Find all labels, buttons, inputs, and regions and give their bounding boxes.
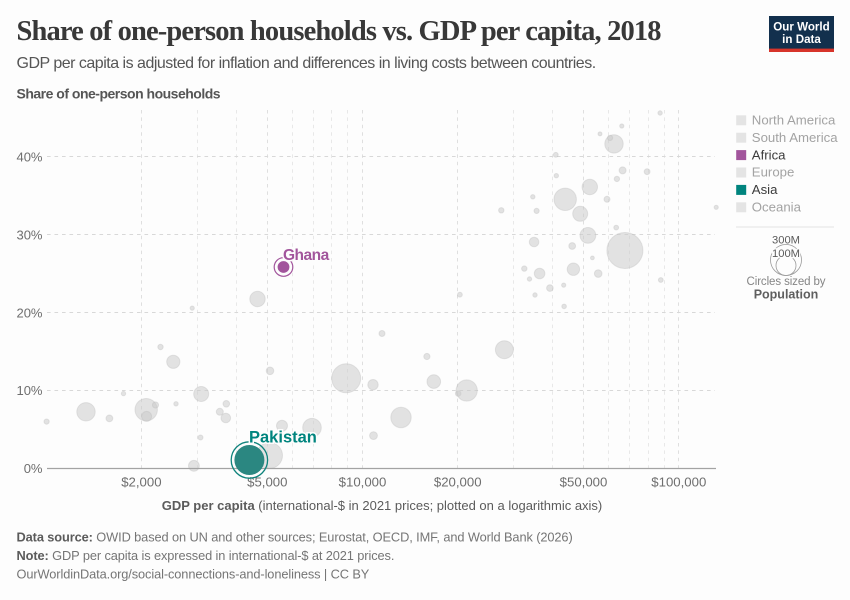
svg-text:Europe: Europe <box>752 165 795 180</box>
svg-text:South America: South America <box>752 130 838 145</box>
svg-text:$20,000: $20,000 <box>434 475 482 490</box>
svg-text:20%: 20% <box>16 305 42 320</box>
svg-text:Asia: Asia <box>752 182 778 197</box>
svg-text:GDP per capita (international-: GDP per capita (international-$ in 2021 … <box>162 498 603 513</box>
svg-text:Data source: OWID based on UN: Data source: OWID based on UN and other … <box>17 530 573 545</box>
svg-text:$2,000: $2,000 <box>121 475 161 490</box>
svg-text:Share of one-person households: Share of one-person households vs. GDP p… <box>17 16 662 47</box>
svg-text:OurWorldinData.org/social-conn: OurWorldinData.org/social-connections-an… <box>17 567 370 582</box>
svg-text:in Data: in Data <box>782 33 821 46</box>
svg-text:$5,000: $5,000 <box>247 475 287 490</box>
svg-text:100M: 100M <box>772 248 800 260</box>
svg-text:Africa: Africa <box>752 147 786 162</box>
svg-text:0%: 0% <box>24 461 43 476</box>
svg-text:GDP per capita is adjusted for: GDP per capita is adjusted for inflation… <box>17 55 596 72</box>
svg-text:Note: GDP per capita is expres: Note: GDP per capita is expressed in int… <box>17 548 395 563</box>
svg-text:$50,000: $50,000 <box>560 475 608 490</box>
svg-text:300M: 300M <box>772 235 800 247</box>
svg-text:40%: 40% <box>16 150 42 165</box>
svg-text:Our World: Our World <box>773 21 829 34</box>
svg-text:30%: 30% <box>16 227 42 242</box>
svg-text:Oceania: Oceania <box>752 200 802 215</box>
svg-text:Circles sized by: Circles sized by <box>747 276 826 288</box>
svg-text:Ghana: Ghana <box>283 247 330 264</box>
svg-text:Population: Population <box>754 288 819 302</box>
svg-text:$10,000: $10,000 <box>339 475 387 490</box>
svg-text:10%: 10% <box>16 383 42 398</box>
svg-text:$100,000: $100,000 <box>651 475 706 490</box>
svg-text:Pakistan: Pakistan <box>249 429 317 447</box>
svg-text:Share of one-person households: Share of one-person households <box>17 86 221 102</box>
svg-text:North America: North America <box>752 113 836 128</box>
